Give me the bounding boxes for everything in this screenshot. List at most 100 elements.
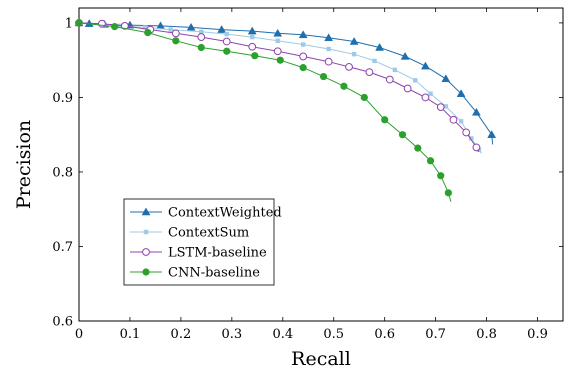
data-point (247, 26, 257, 35)
data-point (345, 62, 353, 71)
data-point (365, 68, 374, 76)
data-point (143, 25, 148, 30)
legend-label: CNN-baseline (168, 266, 260, 281)
data-point (251, 52, 259, 60)
series-2 (76, 20, 482, 154)
data-point (381, 116, 389, 124)
data-point (276, 56, 284, 64)
legend-item: ContextWeighted (130, 206, 282, 221)
x-tick-label: 0.7 (425, 327, 446, 342)
data-point (458, 119, 464, 124)
data-point (437, 172, 445, 180)
series-line (78, 22, 494, 145)
data-point (250, 34, 255, 40)
legend-item: LSTM-baseline (130, 246, 267, 261)
legend: ContextWeighted ContextSum LSTM-baseline CN… (123, 198, 282, 286)
data-point (340, 82, 348, 90)
data-point (168, 27, 173, 32)
y-axis-title: Precision (13, 120, 35, 209)
data-point (403, 84, 412, 93)
axis-ticks: 0 0.1 0.2 0.3 0.4 0.5 0.6 0.7 0.8 0.9 0.6 0.7 0.8 0.9… (52, 8, 563, 342)
legend-marker (141, 207, 151, 216)
data-point (444, 189, 452, 197)
data-point (273, 47, 282, 56)
data-point (400, 51, 410, 60)
data-point (171, 29, 180, 38)
x-tick-label: 0.8 (476, 327, 497, 342)
data-point (275, 38, 280, 43)
data-point (248, 42, 257, 51)
x-tick-label: 0.4 (272, 327, 293, 342)
data-point (300, 42, 306, 47)
data-point (428, 91, 433, 96)
x-axis-title: Recall (291, 348, 351, 370)
legend-label: ContextSum (168, 226, 249, 241)
legend-item: ContextSum (130, 226, 249, 241)
data-point (224, 31, 229, 37)
data-point (324, 57, 333, 66)
data-point (223, 47, 231, 55)
data-point (398, 131, 407, 139)
data-point (299, 64, 307, 72)
series-line (78, 22, 452, 202)
x-tick-label: 0 (75, 327, 83, 342)
series-4 (75, 19, 452, 202)
legend-label: ContextWeighted (168, 206, 282, 221)
y-tick-label: 1 (65, 16, 73, 31)
data-point (360, 93, 368, 102)
data-point (222, 37, 231, 46)
data-point (351, 52, 357, 57)
legend-marker (143, 229, 149, 235)
data-point (197, 43, 205, 52)
y-tick-label: 0.9 (52, 91, 73, 106)
data-point (199, 29, 204, 35)
x-tick-label: 0.6 (374, 327, 395, 342)
data-point (298, 30, 308, 39)
legend-label: LSTM-baseline (168, 246, 267, 261)
data-point (392, 67, 398, 73)
data-point (421, 61, 430, 70)
data-point (111, 23, 119, 31)
x-tick-label: 0.3 (221, 327, 242, 342)
data-point (372, 58, 377, 64)
data-point (472, 143, 481, 152)
series-layer (74, 18, 497, 202)
data-point (462, 128, 471, 137)
data-point (421, 93, 430, 102)
legend-marker (142, 248, 150, 256)
data-point (197, 33, 206, 41)
series-line (78, 22, 482, 154)
data-point (120, 21, 129, 30)
data-point (487, 130, 497, 138)
data-point (441, 74, 451, 83)
y-tick-label: 0.6 (52, 315, 73, 330)
data-point (98, 19, 106, 28)
data-point (469, 136, 474, 141)
data-point (426, 157, 435, 165)
data-point (414, 144, 422, 152)
legend-marker (142, 268, 150, 276)
plot-frame (78, 7, 564, 322)
data-point (319, 72, 328, 81)
series-3 (75, 19, 481, 153)
data-point (172, 37, 180, 45)
legend-item: CNN-baseline (130, 266, 260, 281)
x-tick-label: 0.5 (323, 327, 344, 342)
data-point (449, 115, 458, 124)
data-point (471, 107, 481, 116)
y-tick-label: 0.8 (52, 165, 73, 180)
data-point (456, 89, 466, 97)
data-point (436, 103, 445, 112)
data-point (299, 52, 308, 61)
data-point (186, 22, 196, 31)
x-tick-label: 0.9 (527, 327, 548, 342)
data-point (349, 37, 359, 45)
data-point (375, 42, 385, 51)
data-point (324, 33, 334, 42)
data-point (443, 104, 449, 109)
y-tick-label: 0.7 (52, 240, 73, 255)
data-point (75, 19, 83, 27)
data-point (144, 28, 152, 37)
data-point (273, 28, 283, 37)
